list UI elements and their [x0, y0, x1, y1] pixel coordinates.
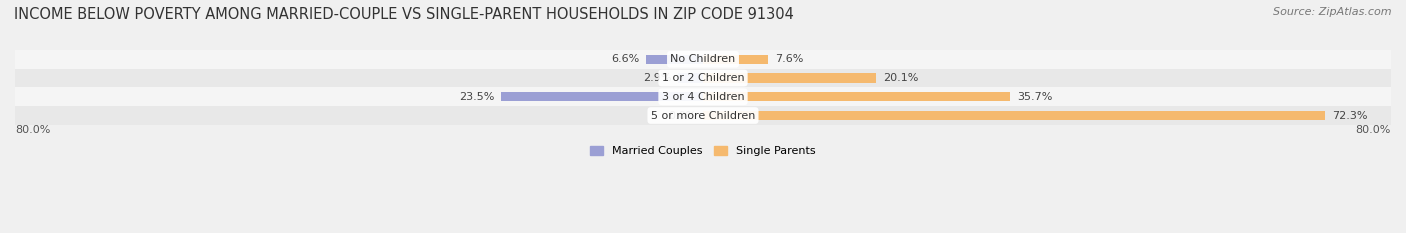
Text: 35.7%: 35.7% [1017, 92, 1052, 102]
Text: 6.6%: 6.6% [612, 54, 640, 64]
Bar [703, 111, 1324, 120]
Bar [15, 87, 1391, 106]
Text: No Children: No Children [671, 54, 735, 64]
Legend: Married Couples, Single Parents: Married Couples, Single Parents [586, 141, 820, 161]
Text: 80.0%: 80.0% [1355, 125, 1391, 135]
Text: 5 or more Children: 5 or more Children [651, 110, 755, 120]
Text: 7.6%: 7.6% [775, 54, 804, 64]
Bar [703, 73, 876, 83]
Text: INCOME BELOW POVERTY AMONG MARRIED-COUPLE VS SINGLE-PARENT HOUSEHOLDS IN ZIP COD: INCOME BELOW POVERTY AMONG MARRIED-COUPL… [14, 7, 794, 22]
Text: 0.0%: 0.0% [668, 110, 696, 120]
Bar [501, 92, 703, 101]
Bar [15, 106, 1391, 125]
Text: 23.5%: 23.5% [458, 92, 494, 102]
Text: 1 or 2 Children: 1 or 2 Children [662, 73, 744, 83]
Text: 72.3%: 72.3% [1331, 110, 1367, 120]
Bar [703, 55, 768, 64]
Bar [703, 92, 1010, 101]
Bar [678, 73, 703, 83]
Text: 3 or 4 Children: 3 or 4 Children [662, 92, 744, 102]
Text: Source: ZipAtlas.com: Source: ZipAtlas.com [1274, 7, 1392, 17]
Text: 2.9%: 2.9% [643, 73, 671, 83]
Bar [647, 55, 703, 64]
Text: 20.1%: 20.1% [883, 73, 918, 83]
Text: 80.0%: 80.0% [15, 125, 51, 135]
Bar [15, 69, 1391, 87]
Bar [15, 50, 1391, 69]
